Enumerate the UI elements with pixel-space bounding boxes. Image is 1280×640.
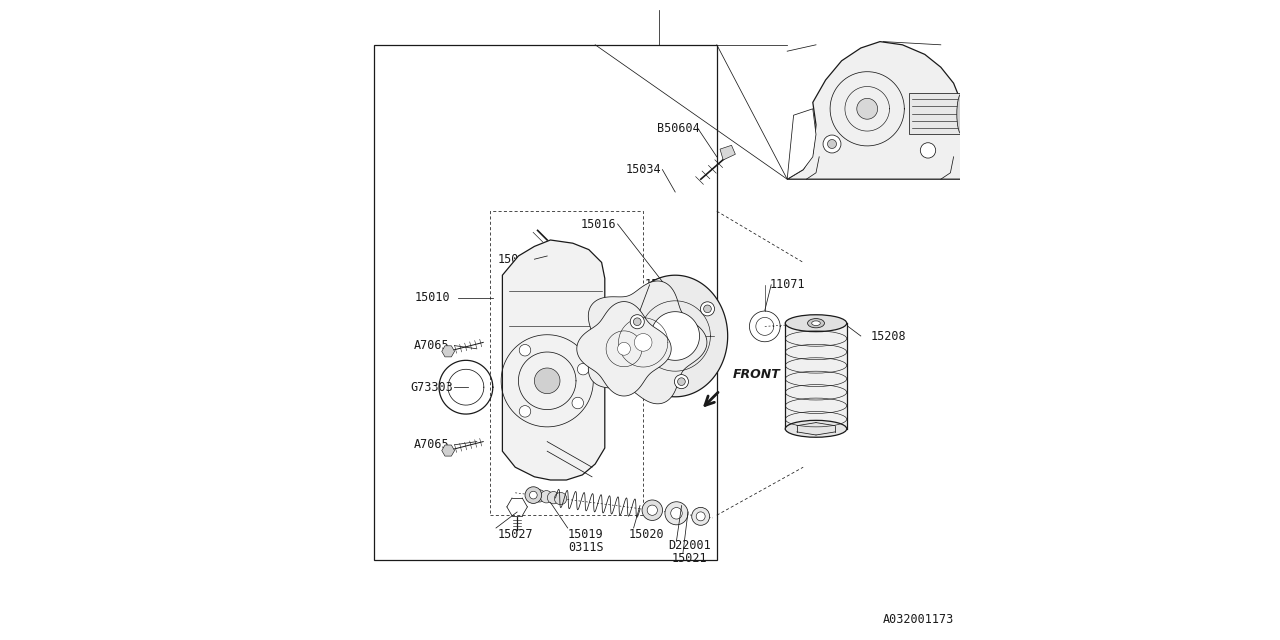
Circle shape bbox=[828, 140, 837, 148]
Circle shape bbox=[525, 487, 541, 504]
Text: A7065: A7065 bbox=[415, 438, 449, 451]
Polygon shape bbox=[856, 99, 878, 119]
Circle shape bbox=[696, 512, 705, 521]
Polygon shape bbox=[787, 42, 963, 179]
Text: 15021: 15021 bbox=[672, 552, 708, 564]
Text: 15015: 15015 bbox=[645, 278, 680, 291]
Polygon shape bbox=[635, 333, 652, 351]
Text: 15010: 15010 bbox=[415, 291, 449, 304]
Circle shape bbox=[691, 508, 709, 525]
Circle shape bbox=[671, 508, 682, 519]
Circle shape bbox=[648, 505, 658, 515]
Circle shape bbox=[530, 492, 538, 499]
Text: 15048: 15048 bbox=[498, 253, 532, 266]
Text: FRONT: FRONT bbox=[732, 368, 781, 381]
Circle shape bbox=[634, 318, 641, 326]
Polygon shape bbox=[618, 342, 630, 355]
Circle shape bbox=[520, 406, 531, 417]
Text: G73303: G73303 bbox=[411, 381, 453, 394]
Polygon shape bbox=[442, 346, 454, 357]
Text: 15020: 15020 bbox=[628, 528, 664, 541]
Circle shape bbox=[675, 374, 689, 388]
Circle shape bbox=[534, 490, 545, 502]
Polygon shape bbox=[909, 93, 963, 134]
Polygon shape bbox=[786, 323, 847, 429]
Text: A032001173: A032001173 bbox=[882, 613, 954, 626]
Polygon shape bbox=[442, 445, 454, 456]
Text: 15016: 15016 bbox=[581, 218, 616, 230]
Circle shape bbox=[577, 364, 589, 375]
Polygon shape bbox=[535, 368, 561, 394]
Polygon shape bbox=[787, 109, 817, 179]
Text: 15034: 15034 bbox=[626, 163, 660, 176]
Text: 15027: 15027 bbox=[498, 528, 532, 541]
Ellipse shape bbox=[957, 93, 968, 135]
Polygon shape bbox=[672, 309, 717, 363]
Polygon shape bbox=[577, 301, 671, 396]
Circle shape bbox=[700, 302, 714, 316]
Circle shape bbox=[920, 143, 936, 158]
Circle shape bbox=[554, 492, 567, 505]
Circle shape bbox=[643, 500, 663, 520]
Circle shape bbox=[572, 397, 584, 409]
Circle shape bbox=[630, 315, 644, 329]
Polygon shape bbox=[623, 275, 728, 397]
Ellipse shape bbox=[808, 319, 824, 328]
Circle shape bbox=[823, 135, 841, 153]
Circle shape bbox=[540, 491, 553, 503]
Polygon shape bbox=[719, 145, 735, 160]
Text: 0311S: 0311S bbox=[568, 541, 603, 554]
Text: 15019: 15019 bbox=[568, 528, 603, 541]
Circle shape bbox=[666, 502, 689, 525]
Text: 15208: 15208 bbox=[870, 330, 906, 342]
Circle shape bbox=[520, 344, 531, 356]
Ellipse shape bbox=[786, 420, 847, 437]
Text: A7065: A7065 bbox=[415, 339, 449, 352]
Circle shape bbox=[677, 378, 685, 385]
Polygon shape bbox=[652, 312, 699, 360]
Circle shape bbox=[704, 305, 712, 313]
Circle shape bbox=[548, 492, 559, 504]
Polygon shape bbox=[589, 281, 707, 404]
Text: 11071: 11071 bbox=[769, 278, 805, 291]
Ellipse shape bbox=[786, 315, 847, 332]
Ellipse shape bbox=[812, 321, 820, 326]
Text: D22001: D22001 bbox=[668, 539, 712, 552]
Polygon shape bbox=[502, 240, 604, 480]
Text: B50604: B50604 bbox=[657, 122, 700, 134]
